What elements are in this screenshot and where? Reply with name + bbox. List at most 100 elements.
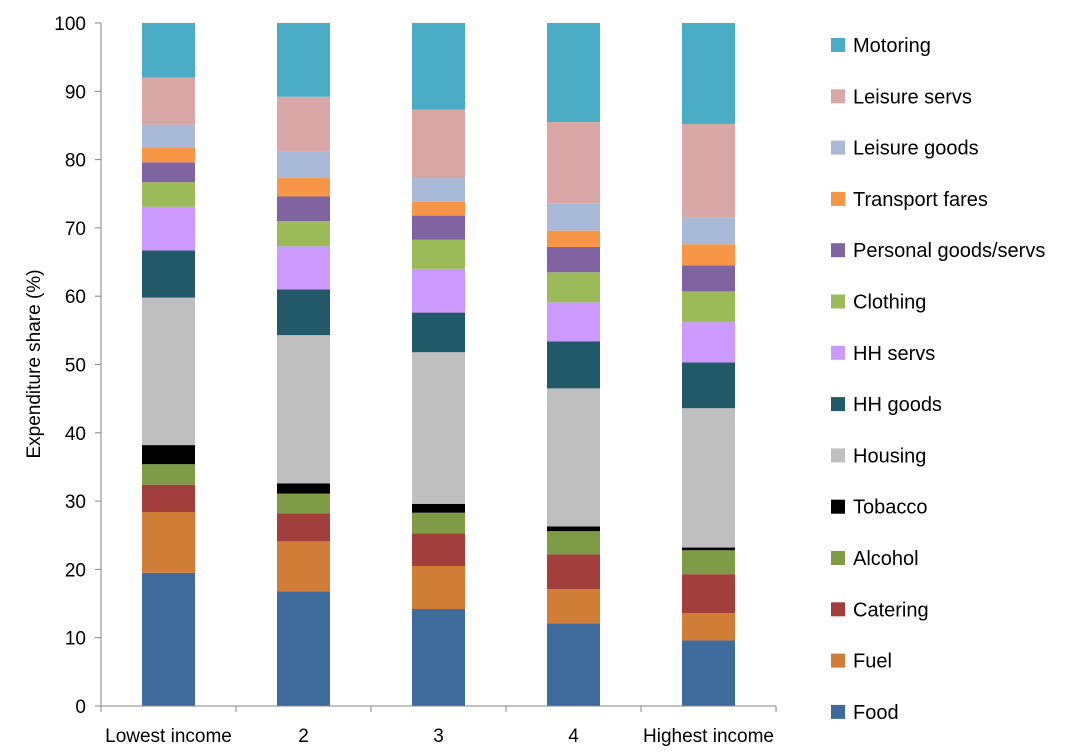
x-tick-label: Highest income — [643, 726, 774, 747]
legend-swatch — [831, 345, 845, 360]
x-tick-label: 3 — [433, 726, 444, 747]
legend-swatch — [831, 551, 845, 565]
bar-segment — [277, 221, 330, 247]
bar-segment — [547, 203, 600, 231]
bar-segment — [412, 352, 465, 504]
bar-segment — [142, 182, 195, 207]
legend-swatch — [831, 602, 845, 617]
legend-label: Motoring — [853, 35, 931, 57]
bar-segment — [547, 623, 600, 706]
legend-label: Leisure goods — [853, 138, 979, 160]
bar-segment — [412, 109, 465, 179]
bar-segment — [142, 464, 195, 485]
legend-swatch — [831, 243, 845, 258]
bar-segment — [142, 572, 195, 706]
legend-item: Alcohol — [831, 548, 919, 570]
y-tick-label: 30 — [65, 492, 86, 513]
bar-segment — [277, 178, 330, 197]
bar-segment — [547, 554, 600, 590]
bar-segment — [412, 565, 465, 610]
bar-segment — [682, 244, 735, 266]
bar-segment — [142, 512, 195, 573]
bar-segment — [547, 230, 600, 248]
legend: Motoring Leisure servs Leisure goods Transp… — [831, 35, 1045, 724]
y-tick-label: 80 — [65, 151, 86, 172]
legend-label: HH goods — [853, 394, 942, 416]
x-tick-label: 2 — [298, 726, 309, 747]
legend-label: Food — [853, 702, 899, 724]
bar-segment — [277, 96, 330, 152]
y-tick-label: 50 — [65, 356, 86, 377]
legend-label: Housing — [853, 445, 926, 467]
bar-segment — [547, 531, 600, 555]
bar-segment — [682, 322, 735, 363]
legend-label: Personal goods/servs — [853, 240, 1045, 262]
bar-segment — [682, 217, 735, 245]
legend-item: Leisure servs — [831, 86, 972, 108]
legend-item: Food — [831, 702, 899, 724]
bar-segment — [277, 196, 330, 222]
legend-label: Clothing — [853, 292, 926, 314]
bar-segment — [682, 574, 735, 614]
bar-segment — [412, 609, 465, 706]
bar-segment — [547, 122, 600, 204]
legend-swatch — [831, 653, 845, 668]
bar-segment — [277, 541, 330, 592]
bar-segment — [547, 272, 600, 303]
legend-item: Leisure goods — [831, 138, 979, 160]
bar-segment — [682, 265, 735, 292]
bar-segment — [682, 408, 735, 548]
legend-label: Transport fares — [853, 189, 988, 211]
y-tick-label: 60 — [65, 287, 86, 308]
bar-segment — [682, 547, 735, 551]
legend-item: Housing — [831, 445, 926, 467]
y-tick-label: 70 — [65, 219, 86, 240]
bar-segment — [277, 289, 330, 336]
bar-segment — [682, 550, 735, 575]
bar-segment — [682, 613, 735, 641]
bar-segment — [142, 124, 195, 148]
bar-segment — [277, 246, 330, 290]
bar-segment — [412, 23, 465, 110]
legend-label: Tobacco — [853, 497, 928, 519]
bar-segment — [142, 23, 195, 78]
bar-segment — [412, 201, 465, 216]
y-tick-label: 100 — [54, 14, 86, 35]
axes-layer: 0 10 20 30 40 50 60 70 80 90 100 Lowest income 2 3 4 H… — [54, 14, 777, 747]
bar-segment — [277, 151, 330, 179]
legend-swatch — [831, 397, 845, 412]
bar-segment — [412, 533, 465, 566]
bars-layer — [142, 23, 735, 706]
bar-segment — [142, 484, 195, 513]
bar-segment — [682, 291, 735, 323]
legend-label: Fuel — [853, 651, 892, 673]
legend-swatch — [831, 499, 845, 514]
bar-segment — [142, 250, 195, 298]
bar-segment — [277, 591, 330, 706]
bar-segment — [277, 335, 330, 484]
bar-segment — [277, 513, 330, 542]
bar-segment — [547, 302, 600, 342]
y-axis-ticks: 0 10 20 30 40 50 60 70 80 90 100 — [54, 14, 101, 718]
x-tick-label: Lowest income — [105, 726, 232, 747]
bar-segment — [277, 493, 330, 514]
legend-swatch — [831, 140, 845, 155]
x-tick-label: 4 — [568, 726, 579, 747]
bar-segment — [142, 206, 195, 251]
bar-segment — [547, 589, 600, 624]
x-axis-ticks: Lowest income 2 3 4 Highest income — [100, 706, 777, 747]
bar-segment — [412, 178, 465, 202]
legend-label: HH servs — [853, 343, 935, 365]
y-tick-label: 20 — [65, 560, 86, 581]
bar-segment — [682, 124, 735, 218]
bar-segment — [142, 162, 195, 183]
legend-label: Catering — [853, 599, 929, 621]
legend-item: Transport fares — [831, 189, 988, 211]
bar-segment — [682, 23, 735, 125]
bar-segment — [547, 526, 600, 532]
legend-item: HH goods — [831, 394, 942, 416]
bar-segment — [142, 297, 195, 446]
y-tick-label: 90 — [65, 82, 86, 103]
bar-segment — [277, 23, 330, 97]
